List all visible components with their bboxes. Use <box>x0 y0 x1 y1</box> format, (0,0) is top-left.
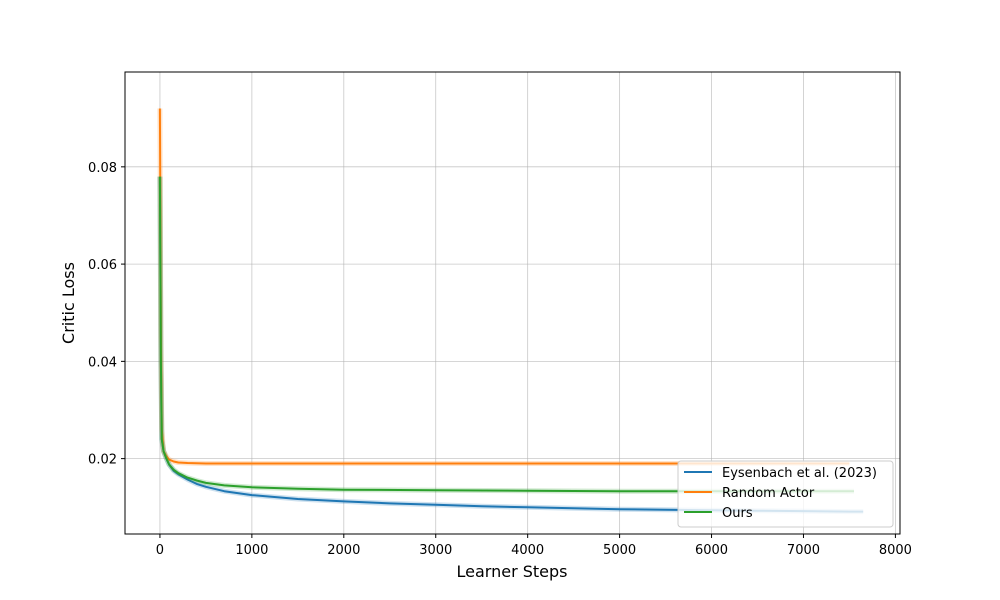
x-tick-label: 7000 <box>787 543 820 558</box>
y-tick-label: 0.02 <box>88 453 117 468</box>
x-tick-label: 8000 <box>879 543 912 558</box>
plot-area <box>124 71 901 535</box>
grid-lines <box>125 72 900 534</box>
series-line-2 <box>158 176 854 493</box>
plot-background <box>125 72 900 534</box>
series-lines <box>157 108 864 515</box>
legend-label: Ours <box>722 506 753 521</box>
plot-frame <box>124 71 901 535</box>
x-tick-label: 4000 <box>511 543 544 558</box>
legend-label: Eysenbach et al. (2023) <box>722 466 877 481</box>
y-axis-label: Critic Loss <box>59 262 78 344</box>
x-tick-label: 2000 <box>327 543 360 558</box>
y-axis-ticks: 0.02 0.04 0.06 0.08 <box>88 161 125 468</box>
legend-label: Random Actor <box>722 486 815 501</box>
legend: Eysenbach et al. (2023) Random Actor Ours <box>677 460 894 528</box>
y-tick-label: 0.04 <box>88 355 117 370</box>
x-tick-label: 5000 <box>603 543 636 558</box>
x-tick-label: 1000 <box>235 543 268 558</box>
x-axis-label: Learner Steps <box>457 562 568 581</box>
x-tick-label: 3000 <box>419 543 452 558</box>
x-axis-ticks: 0 1000 2000 3000 4000 5000 6000 7000 8000 <box>156 534 912 558</box>
x-tick-label: 0 <box>156 543 164 558</box>
y-tick-label: 0.08 <box>88 161 117 176</box>
y-tick-label: 0.06 <box>88 258 117 273</box>
x-tick-label: 6000 <box>695 543 728 558</box>
legend-box <box>677 460 894 528</box>
